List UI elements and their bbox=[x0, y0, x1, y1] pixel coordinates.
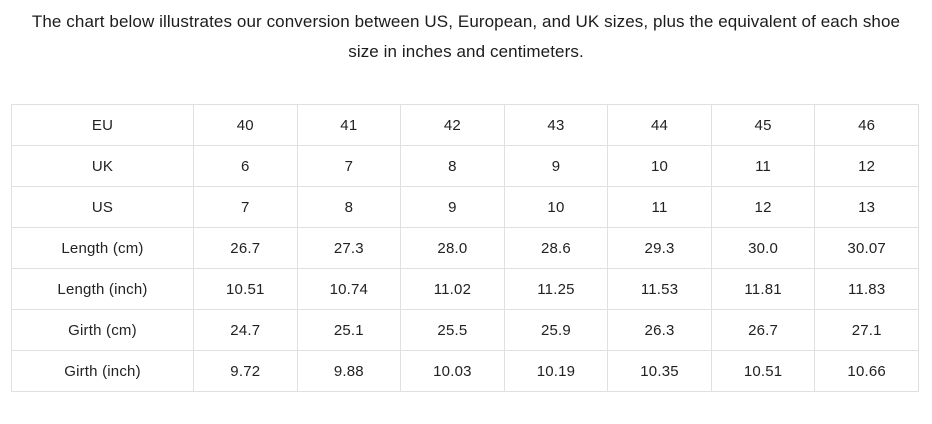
table-cell: 25.1 bbox=[296, 309, 402, 351]
table-cell: 30.0 bbox=[710, 227, 816, 269]
table-row: UK 6 7 8 9 10 11 12 bbox=[11, 145, 919, 187]
table-cell: 44 bbox=[607, 104, 712, 146]
table-cell: 10.51 bbox=[710, 350, 816, 392]
table-cell: 27.1 bbox=[814, 309, 919, 351]
table-cell: 26.7 bbox=[710, 309, 816, 351]
table-cell: 11.02 bbox=[400, 268, 505, 310]
table-cell: 9 bbox=[503, 145, 609, 187]
table-cell: 7 bbox=[193, 186, 298, 228]
table-cell: 11.25 bbox=[503, 268, 609, 310]
row-label: Length (cm) bbox=[11, 227, 194, 269]
table-cell: 45 bbox=[710, 104, 816, 146]
table-cell: 11.83 bbox=[814, 268, 919, 310]
table-cell: 30.07 bbox=[814, 227, 919, 269]
table-row: EU 40 41 42 43 44 45 46 bbox=[11, 104, 919, 146]
table-cell: 12 bbox=[814, 145, 919, 187]
table-row: Girth (cm) 24.7 25.1 25.5 25.9 26.3 26.7 27.1 bbox=[11, 309, 919, 351]
table-cell: 29.3 bbox=[607, 227, 712, 269]
table-cell: 26.3 bbox=[607, 309, 712, 351]
table-cell: 11 bbox=[607, 186, 712, 228]
row-label: EU bbox=[11, 104, 194, 146]
table-cell: 24.7 bbox=[193, 309, 298, 351]
table-cell: 9.72 bbox=[193, 350, 298, 392]
table-row: Length (inch) 10.51 10.74 11.02 11.25 11.53 11… bbox=[11, 268, 919, 310]
table-cell: 25.9 bbox=[503, 309, 609, 351]
table-cell: 8 bbox=[400, 145, 505, 187]
table-cell: 11 bbox=[710, 145, 816, 187]
table-cell: 7 bbox=[296, 145, 402, 187]
row-label: Girth (inch) bbox=[11, 350, 194, 392]
table-cell: 10.51 bbox=[193, 268, 298, 310]
table-cell: 26.7 bbox=[193, 227, 298, 269]
table-cell: 28.0 bbox=[400, 227, 505, 269]
table-cell: 46 bbox=[814, 104, 919, 146]
table-cell: 13 bbox=[814, 186, 919, 228]
row-label: US bbox=[11, 186, 194, 228]
table-cell: 9 bbox=[400, 186, 505, 228]
size-conversion-table: EU 40 41 42 43 44 45 46 UK 6 7 8 9 10 11 12 US 7 8 9 10 11 12 1… bbox=[11, 104, 919, 392]
table-cell: 27.3 bbox=[296, 227, 402, 269]
intro-text: The chart below illustrates our conversi… bbox=[31, 12, 901, 61]
table-cell: 10.35 bbox=[607, 350, 712, 392]
table-cell: 28.6 bbox=[503, 227, 609, 269]
row-label: Length (inch) bbox=[11, 268, 194, 310]
table-cell: 10.03 bbox=[400, 350, 505, 392]
table-cell: 12 bbox=[710, 186, 816, 228]
table-cell: 10 bbox=[503, 186, 609, 228]
table-cell: 42 bbox=[400, 104, 505, 146]
table-row: Length (cm) 26.7 27.3 28.0 28.6 29.3 30.0 30.07 bbox=[11, 227, 919, 269]
table-cell: 10.19 bbox=[503, 350, 609, 392]
table-cell: 25.5 bbox=[400, 309, 505, 351]
table-cell: 9.88 bbox=[296, 350, 402, 392]
table-cell: 10.74 bbox=[296, 268, 402, 310]
row-label: Girth (cm) bbox=[11, 309, 194, 351]
table-cell: 43 bbox=[503, 104, 609, 146]
table-cell: 8 bbox=[296, 186, 402, 228]
table-cell: 10.66 bbox=[814, 350, 919, 392]
table-cell: 6 bbox=[193, 145, 298, 187]
table-row: US 7 8 9 10 11 12 13 bbox=[11, 186, 919, 228]
table-row: Girth (inch) 9.72 9.88 10.03 10.19 10.35 10.51… bbox=[11, 350, 919, 392]
table-cell: 40 bbox=[193, 104, 298, 146]
table-cell: 10 bbox=[607, 145, 712, 187]
table-cell: 41 bbox=[296, 104, 402, 146]
size-table-body: EU 40 41 42 43 44 45 46 UK 6 7 8 9 10 11 12 US 7 8 9 10 11 12 1… bbox=[11, 104, 919, 392]
table-cell: 11.53 bbox=[607, 268, 712, 310]
table-cell: 11.81 bbox=[710, 268, 816, 310]
row-label: UK bbox=[11, 145, 194, 187]
